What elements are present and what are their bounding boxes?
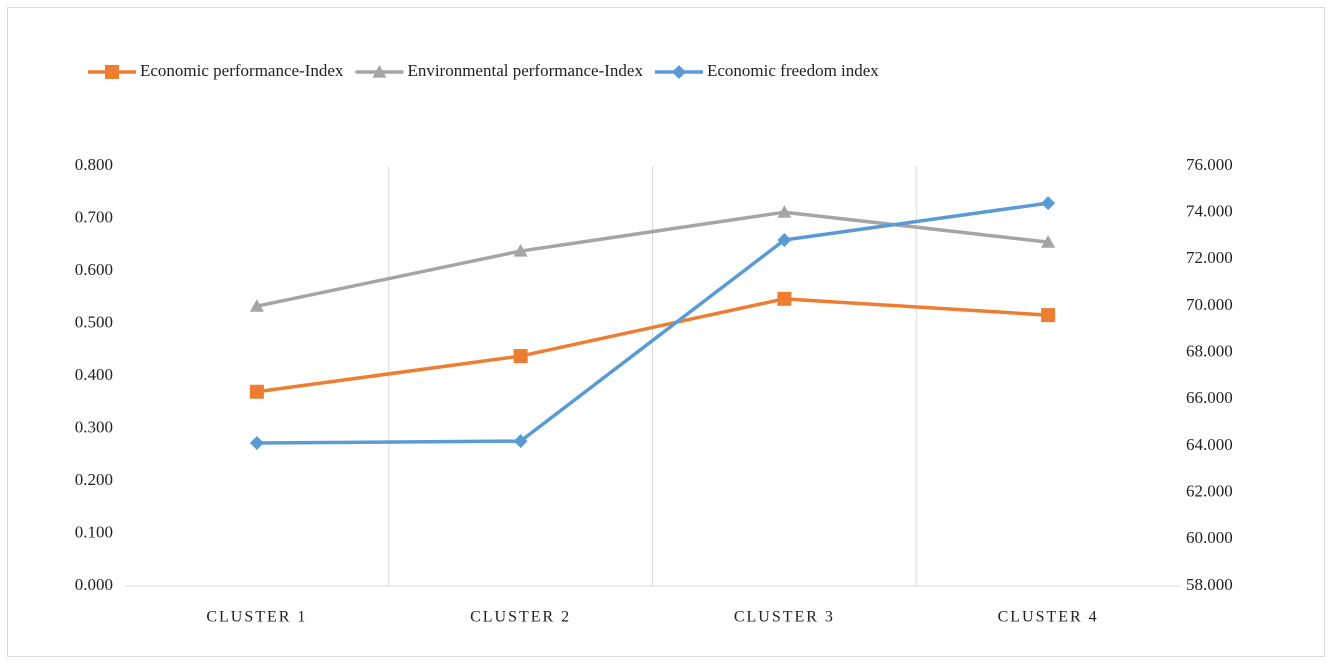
y-tick-label: 0.200 bbox=[75, 470, 113, 489]
y2-tick-label: 68.000 bbox=[1186, 342, 1233, 361]
y-tick-label: 0.100 bbox=[75, 522, 113, 541]
marker bbox=[671, 65, 686, 79]
y-tick-label: 0.500 bbox=[75, 312, 113, 331]
x-tick-label: CLUSTER 3 bbox=[734, 609, 835, 626]
marker bbox=[372, 65, 387, 78]
marker bbox=[1041, 308, 1056, 323]
y2-tick-label: 76.000 bbox=[1186, 155, 1233, 174]
y-tick-label: 0.700 bbox=[75, 207, 113, 226]
legend-item: Environmental performance-Index bbox=[355, 61, 643, 80]
y2-tick-label: 66.000 bbox=[1186, 388, 1233, 407]
y2-tick-label: 62.000 bbox=[1186, 482, 1233, 501]
y2-tick-label: 70.000 bbox=[1186, 295, 1233, 314]
series-line bbox=[256, 201, 1049, 445]
series-line bbox=[256, 297, 1049, 394]
y-tick-label: 0.600 bbox=[75, 260, 113, 279]
legend: Economic performance-Index Environmental … bbox=[88, 61, 879, 80]
y2-tick-label: 64.000 bbox=[1186, 435, 1233, 454]
legend-item: Economic freedom index bbox=[654, 61, 879, 80]
y2-tick-label: 58.000 bbox=[1186, 575, 1233, 594]
marker bbox=[777, 205, 792, 218]
legend-label: Economic freedom index bbox=[707, 61, 879, 80]
marker bbox=[513, 349, 528, 364]
marker bbox=[777, 232, 792, 247]
marker bbox=[105, 65, 119, 79]
marker bbox=[513, 244, 528, 257]
marker bbox=[249, 435, 264, 450]
legend-label: Economic performance-Index bbox=[140, 61, 344, 80]
x-tick-label: CLUSTER 4 bbox=[998, 609, 1099, 626]
series-line bbox=[256, 210, 1049, 308]
y2-tick-label: 72.000 bbox=[1186, 248, 1233, 267]
legend-label: Environmental performance-Index bbox=[407, 61, 643, 80]
marker bbox=[513, 434, 528, 449]
marker bbox=[1041, 235, 1056, 248]
y2-tick-label: 60.000 bbox=[1186, 528, 1233, 547]
marker bbox=[249, 299, 264, 312]
marker bbox=[249, 384, 264, 399]
marker bbox=[1041, 196, 1056, 211]
marker bbox=[777, 291, 792, 306]
x-tick-label: CLUSTER 1 bbox=[206, 609, 307, 626]
y-tick-label: 0.300 bbox=[75, 417, 113, 436]
y2-tick-label: 74.000 bbox=[1186, 202, 1233, 221]
x-tick-label: CLUSTER 2 bbox=[470, 609, 571, 626]
legend-item: Economic performance-Index bbox=[88, 61, 344, 80]
y-tick-label: 0.800 bbox=[75, 155, 113, 174]
y-tick-label: 0.000 bbox=[75, 575, 113, 594]
y-tick-label: 0.400 bbox=[75, 365, 113, 384]
